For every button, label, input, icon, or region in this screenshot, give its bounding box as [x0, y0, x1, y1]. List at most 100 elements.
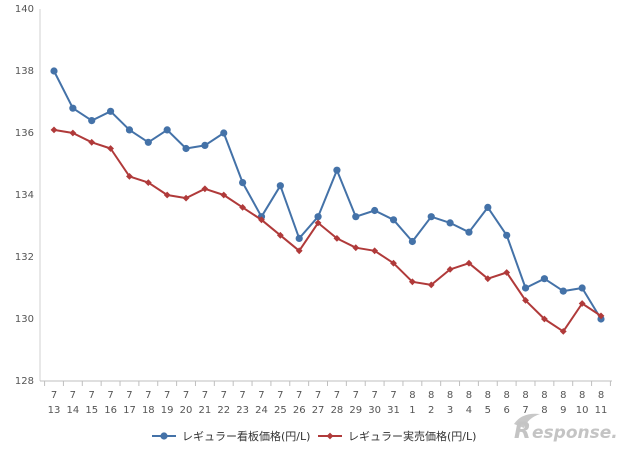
data-point [389, 216, 398, 224]
data-point [408, 278, 416, 286]
x-tick-day: 28 [331, 405, 344, 416]
data-point [163, 191, 171, 199]
data-point [220, 129, 228, 137]
data-point [559, 287, 567, 295]
data-point [182, 144, 190, 153]
x-tick-month: 7 [164, 390, 170, 401]
data-point [182, 194, 190, 202]
data-point [69, 129, 77, 137]
data-point [50, 67, 58, 75]
data-point [352, 213, 360, 221]
data-point [125, 126, 134, 134]
data-point [390, 259, 397, 267]
legend-item-1: レギュラー看板価格(円/L) [152, 429, 310, 443]
data-point [144, 179, 152, 186]
data-point [427, 281, 435, 289]
x-tick-day: 10 [576, 405, 589, 416]
x-tick-month: 8 [504, 390, 510, 401]
y-tick-label: 136 [15, 128, 34, 139]
data-point [427, 213, 435, 221]
data-point [540, 275, 549, 283]
data-point [258, 216, 265, 224]
data-point [107, 145, 114, 152]
x-tick-month: 8 [466, 390, 472, 401]
data-point [408, 237, 416, 246]
x-tick-day: 23 [236, 405, 249, 416]
x-tick-day: 2 [428, 405, 434, 416]
data-point [88, 117, 96, 125]
series-1 [50, 67, 605, 323]
x-tick-day: 27 [312, 405, 325, 416]
legend: レギュラー看板価格(円/L) レギュラー実売価格(円/L) [152, 429, 476, 443]
x-tick-day: 31 [387, 405, 400, 416]
x-tick-day: 13 [48, 405, 61, 416]
x-tick-day: 17 [123, 405, 136, 416]
x-tick-day: 24 [255, 405, 268, 416]
x-tick-day: 29 [349, 405, 362, 416]
data-point [578, 300, 586, 307]
x-tick-day: 9 [560, 405, 566, 416]
data-point [597, 312, 605, 320]
data-point [521, 284, 530, 292]
watermark-swoosh [514, 413, 540, 428]
x-tick-month: 8 [560, 390, 566, 401]
x-tick-month: 7 [70, 390, 76, 401]
x-tick-day: 21 [199, 405, 212, 416]
x-tick-month: 8 [579, 390, 585, 401]
x-tick-month: 7 [296, 390, 302, 401]
data-point [484, 203, 492, 211]
data-point [239, 204, 247, 211]
y-tick-labels: 128 130 132 134 136 138 140 [15, 4, 34, 387]
x-tick-month: 7 [334, 390, 340, 401]
data-point [352, 244, 360, 252]
x-tick-day: 22 [217, 405, 230, 416]
x-tick-month: 7 [202, 390, 208, 401]
x-tick-month: 7 [315, 390, 321, 401]
watermark-r: R [514, 419, 531, 444]
data-point [465, 259, 473, 267]
x-tick-month: 8 [485, 390, 491, 401]
watermark-text: esponse. [532, 423, 618, 443]
data-point [465, 228, 473, 236]
data-point [371, 247, 379, 255]
x-tick-month: 7 [183, 390, 189, 401]
legend-marker [326, 432, 334, 440]
x-tick-day: 6 [504, 405, 510, 416]
x-tick-month: 7 [221, 390, 227, 401]
data-point [559, 328, 567, 335]
x-tick-month: 7 [89, 390, 95, 401]
data-point [239, 179, 247, 187]
data-point [541, 315, 548, 323]
x-tick-month: 7 [126, 390, 132, 401]
x-tick-day: 7 [522, 405, 528, 416]
x-tick-month: 8 [522, 390, 528, 401]
x-tick-month: 7 [390, 390, 396, 401]
data-point [333, 235, 341, 242]
x-tick-month: 7 [107, 390, 113, 401]
data-point [126, 173, 133, 180]
x-tick-day: 26 [293, 405, 306, 416]
data-point [522, 297, 529, 304]
x-tick-month: 8 [409, 390, 415, 401]
y-tick-label: 130 [15, 314, 34, 325]
legend-label: レギュラー看板価格(円/L) [182, 429, 310, 443]
x-tick-day: 1 [409, 405, 415, 416]
series-2 [50, 126, 605, 335]
x-tick-month: 7 [239, 390, 245, 401]
x-tick-day: 20 [180, 405, 193, 416]
x-tick-day: 5 [485, 405, 491, 416]
y-tick-label: 128 [15, 376, 34, 387]
y-tick-label: 134 [15, 190, 34, 201]
y-tick-label: 140 [15, 4, 34, 15]
x-tick-month: 7 [51, 390, 57, 401]
x-tick-month: 8 [541, 390, 547, 401]
x-tick-month: 7 [277, 390, 283, 401]
x-tick-day: 3 [447, 405, 453, 416]
data-point [69, 104, 77, 112]
data-point [578, 284, 586, 292]
x-tick-month: 8 [447, 390, 453, 401]
data-point [314, 219, 322, 227]
data-point [446, 266, 454, 273]
x-tick-day: 4 [466, 405, 472, 416]
